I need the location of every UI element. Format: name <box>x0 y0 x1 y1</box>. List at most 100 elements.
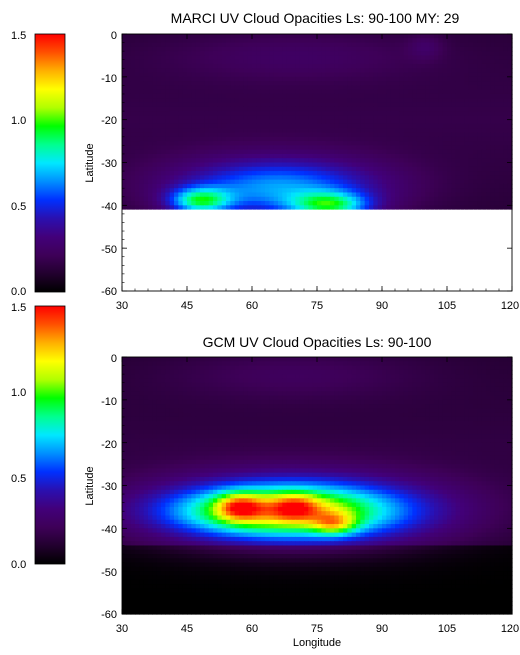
marci-cell <box>148 269 153 275</box>
marci-cell <box>507 136 513 142</box>
marci-cell <box>156 128 162 134</box>
marci-cell <box>373 175 379 181</box>
marci-cell <box>243 265 249 271</box>
marci-cell <box>286 68 292 74</box>
marci-cell <box>473 226 478 232</box>
marci-cell <box>481 209 487 215</box>
marci-cell <box>282 162 288 168</box>
marci-cell <box>169 269 175 275</box>
marci-cell <box>399 252 405 258</box>
marci-cell <box>135 209 140 215</box>
marci-cell <box>386 231 392 236</box>
marci-cell <box>278 63 283 69</box>
marci-cell <box>143 175 149 181</box>
marci-cell <box>373 153 379 159</box>
marci-cell <box>269 93 275 99</box>
marci-cell <box>139 239 145 245</box>
marci-cell <box>468 248 474 254</box>
marci-cell <box>403 175 409 181</box>
marci-cell <box>451 248 457 254</box>
marci-cell <box>230 51 236 57</box>
marci-cell <box>165 119 171 125</box>
marci-cell <box>421 243 426 249</box>
marci-cell <box>408 243 413 249</box>
marci-cell <box>377 175 383 181</box>
marci-cell <box>247 89 253 95</box>
marci-cell <box>473 183 478 189</box>
marci-cell <box>299 59 305 65</box>
marci-cell <box>178 222 184 228</box>
marci-cell <box>308 218 314 224</box>
marci-cell <box>191 93 197 99</box>
marci-cell <box>143 252 149 258</box>
marci-cell <box>464 183 470 189</box>
marci-cell <box>507 179 513 185</box>
marci-cell <box>455 93 461 99</box>
marci-cell <box>464 226 470 232</box>
marci-cell <box>230 218 236 224</box>
marci-cell <box>174 119 179 125</box>
marci-cell <box>243 141 249 146</box>
marci-cell <box>135 183 140 189</box>
marci-cell <box>200 59 205 65</box>
marci-cell <box>200 256 205 262</box>
marci-cell <box>395 179 400 185</box>
marci-cell <box>408 188 413 194</box>
marci-cell <box>507 98 513 104</box>
marci-cell <box>321 59 327 65</box>
marci-cell <box>122 222 127 228</box>
marci-cell <box>234 111 240 116</box>
marci-cell <box>360 51 366 57</box>
marci-cell <box>429 145 435 151</box>
marci-cell <box>403 201 409 206</box>
marci-cell <box>455 205 461 211</box>
marci-cell <box>312 38 318 44</box>
marci-cell <box>460 205 465 211</box>
marci-cell <box>481 188 487 194</box>
marci-cell <box>507 123 513 129</box>
marci-cell <box>174 261 179 266</box>
marci-cell <box>364 248 370 254</box>
marci-cell <box>460 51 465 57</box>
marci-cell <box>234 42 240 48</box>
marci-cell <box>321 145 327 151</box>
marci-cell <box>217 175 223 181</box>
marci-cell <box>499 145 504 151</box>
marci-cell <box>122 231 127 236</box>
marci-cell <box>126 89 132 95</box>
marci-cell <box>464 145 470 151</box>
marci-cell <box>226 261 231 266</box>
marci-cell <box>269 222 275 228</box>
marci-cell <box>191 158 197 164</box>
marci-cell <box>304 226 309 232</box>
marci-cell <box>442 179 448 185</box>
marci-cell <box>130 145 136 151</box>
marci-cell <box>243 179 249 185</box>
marci-cell <box>200 226 205 232</box>
marci-cell <box>382 158 387 164</box>
marci-cell <box>299 51 305 57</box>
marci-cell <box>473 72 478 78</box>
marci-cell <box>286 213 292 219</box>
marci-cell <box>351 239 357 245</box>
marci-cell <box>304 153 309 159</box>
marci-cell <box>507 89 513 95</box>
marci-cell <box>200 81 205 86</box>
marci-cell <box>126 256 132 262</box>
marci-cell <box>252 222 257 228</box>
marci-cell <box>347 149 353 155</box>
marci-cell <box>252 34 257 39</box>
marci-cell <box>178 59 184 65</box>
marci-cell <box>243 76 249 82</box>
marci-cell <box>425 93 431 99</box>
marci-cell <box>468 153 474 159</box>
marci-cell <box>416 226 422 232</box>
marci-cell <box>252 265 257 271</box>
marci-cell <box>195 128 201 134</box>
marci-cell <box>252 81 257 86</box>
marci-cell <box>382 226 387 232</box>
marci-cell <box>152 188 158 194</box>
marci-cell <box>308 68 314 74</box>
marci-cell <box>247 218 253 224</box>
marci-cell <box>343 106 348 112</box>
